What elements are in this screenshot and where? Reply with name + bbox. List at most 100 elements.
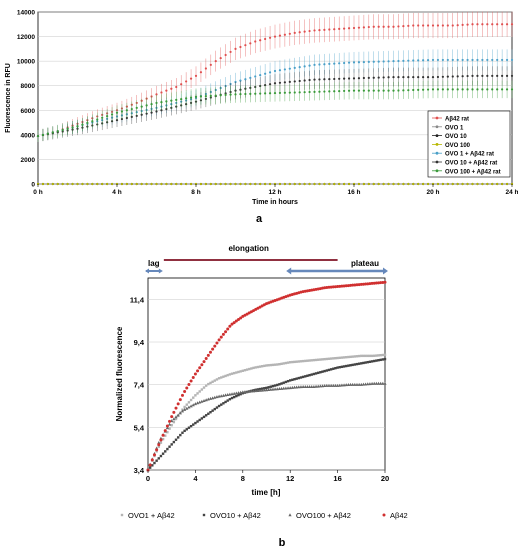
- panel-a-data-point: [150, 103, 153, 106]
- panel-a-data-point: [392, 89, 395, 92]
- panel-a-data-point: [436, 58, 440, 62]
- panel-a-data-point: [436, 182, 440, 186]
- panel-b-data-point: [364, 382, 368, 386]
- panel-a-data-point: [387, 60, 390, 63]
- panel-a-data-point: [283, 68, 286, 71]
- panel-a-data-point: [229, 182, 232, 186]
- panel-a-data-point: [357, 89, 361, 92]
- panel-b-data-point: [215, 341, 219, 345]
- panel-a-data-point: [377, 60, 380, 63]
- panel-b-data-point: [170, 415, 174, 419]
- panel-a-data-point: [357, 61, 361, 64]
- panel-b-data-point: [293, 360, 296, 364]
- panel-b-data-point: [200, 363, 204, 367]
- panel-b-data-point: [297, 385, 301, 389]
- panel-b-data-point: [163, 429, 167, 433]
- panel-a-data-point: [426, 24, 430, 27]
- panel-a-data-point: [46, 182, 49, 186]
- panel-a-data-point: [189, 96, 193, 99]
- panel-a-data-point: [214, 182, 217, 186]
- panel-b-data-point: [181, 431, 184, 434]
- panel-a-legend-marker: [435, 169, 439, 173]
- panel-a-data-point: [412, 76, 415, 79]
- panel-b-data-point: [256, 388, 260, 392]
- panel-b-data-point: [172, 420, 176, 424]
- panel-a-data-point: [476, 74, 479, 77]
- panel-a-data-point: [451, 182, 454, 186]
- panel-a-data-point: [76, 182, 79, 186]
- panel-b-data-point: [329, 357, 333, 360]
- panel-a-data-point: [446, 58, 449, 62]
- panel-a-data-point: [426, 76, 430, 79]
- panel-a-data-point: [110, 113, 114, 116]
- panel-b-data-point: [284, 380, 288, 384]
- panel-a-data-point: [357, 77, 361, 80]
- panel-a-data-point: [481, 88, 484, 91]
- panel-b-data-point: [282, 381, 285, 384]
- panel-a-data-point: [155, 101, 158, 105]
- panel-a-data-point: [343, 182, 346, 186]
- panel-a-legend-marker: [435, 143, 439, 146]
- panel-a-data-point: [318, 29, 321, 32]
- panel-b-legend-marker: [382, 513, 386, 517]
- panel-a-data-point: [249, 76, 252, 79]
- panel-a-data-point: [204, 182, 207, 186]
- panel-a-data-point: [278, 182, 282, 186]
- panel-b-data-point: [351, 283, 355, 287]
- panel-a-data-point: [422, 88, 425, 91]
- panel-a-legend-label: OVO 10 + Aβ42 rat: [445, 161, 497, 167]
- panel-a-data-point: [397, 59, 400, 63]
- panel-b-data-point: [381, 353, 385, 357]
- panel-a-data-point: [264, 72, 267, 75]
- panel-a-data-point: [278, 81, 282, 84]
- panel-a-data-point: [288, 91, 291, 94]
- panel-a-data-point: [333, 182, 336, 186]
- panel-a-data-point: [170, 99, 173, 102]
- panel-a-data-point: [441, 75, 444, 78]
- panel-a-data-point: [224, 53, 227, 57]
- panel-a-data-point: [150, 182, 153, 186]
- panel-a-data-point: [155, 93, 158, 96]
- panel-a-data-point: [120, 182, 124, 186]
- panel-b-data-point: [235, 371, 238, 374]
- panel-b-data-point: [327, 368, 331, 372]
- panel-b-legend-label: OVO100 + Aβ42: [296, 511, 351, 520]
- panel-b-data-point: [187, 405, 191, 409]
- panel-a-data-point: [185, 182, 188, 186]
- panel-b-data-point: [237, 393, 240, 397]
- panel-a-data-point: [451, 88, 454, 91]
- panel-b-data-point: [185, 406, 189, 410]
- panel-b-legend-item: OVO10 + Aβ42: [202, 511, 261, 520]
- panel-a-data-point: [367, 25, 370, 29]
- panel-b-data-point: [318, 384, 322, 388]
- panel-b-data-point: [241, 369, 244, 372]
- panel-b-data-point: [364, 354, 367, 358]
- panel-a-data-point: [496, 182, 499, 186]
- panel-a-legend-label: OVO 1: [445, 125, 464, 131]
- panel-b-data-point: [359, 282, 363, 286]
- panel-b-data-point: [180, 393, 184, 397]
- panel-b-data-point: [164, 450, 167, 453]
- panel-b-data-point: [319, 358, 322, 361]
- panel-b-phases: lag elongation plateau: [145, 244, 388, 275]
- panel-a-data-point: [491, 23, 494, 26]
- panel-b-data-point: [327, 285, 331, 289]
- panel-b-data-point: [342, 284, 346, 288]
- panel-b-data-point: [344, 383, 348, 387]
- panel-b-data-point: [204, 384, 208, 387]
- panel-a-data-point: [372, 182, 375, 186]
- panel-b-data-point: [209, 411, 212, 414]
- panel-b-data-point: [364, 282, 368, 286]
- panel-b-data-point: [332, 357, 335, 360]
- panel-b-data-point: [226, 373, 229, 377]
- panel-b-data-point: [280, 382, 283, 385]
- panel-b-data-point: [284, 361, 288, 365]
- panel-a-y-tick-label: 12000: [17, 34, 35, 41]
- panel-b-data-point: [185, 403, 188, 406]
- panel-b-data-point: [329, 383, 333, 387]
- panel-b-data-point: [176, 436, 180, 439]
- panel-b-data-point: [172, 440, 176, 444]
- panel-a-data-point: [180, 97, 183, 101]
- panel-b-data-point: [172, 410, 176, 414]
